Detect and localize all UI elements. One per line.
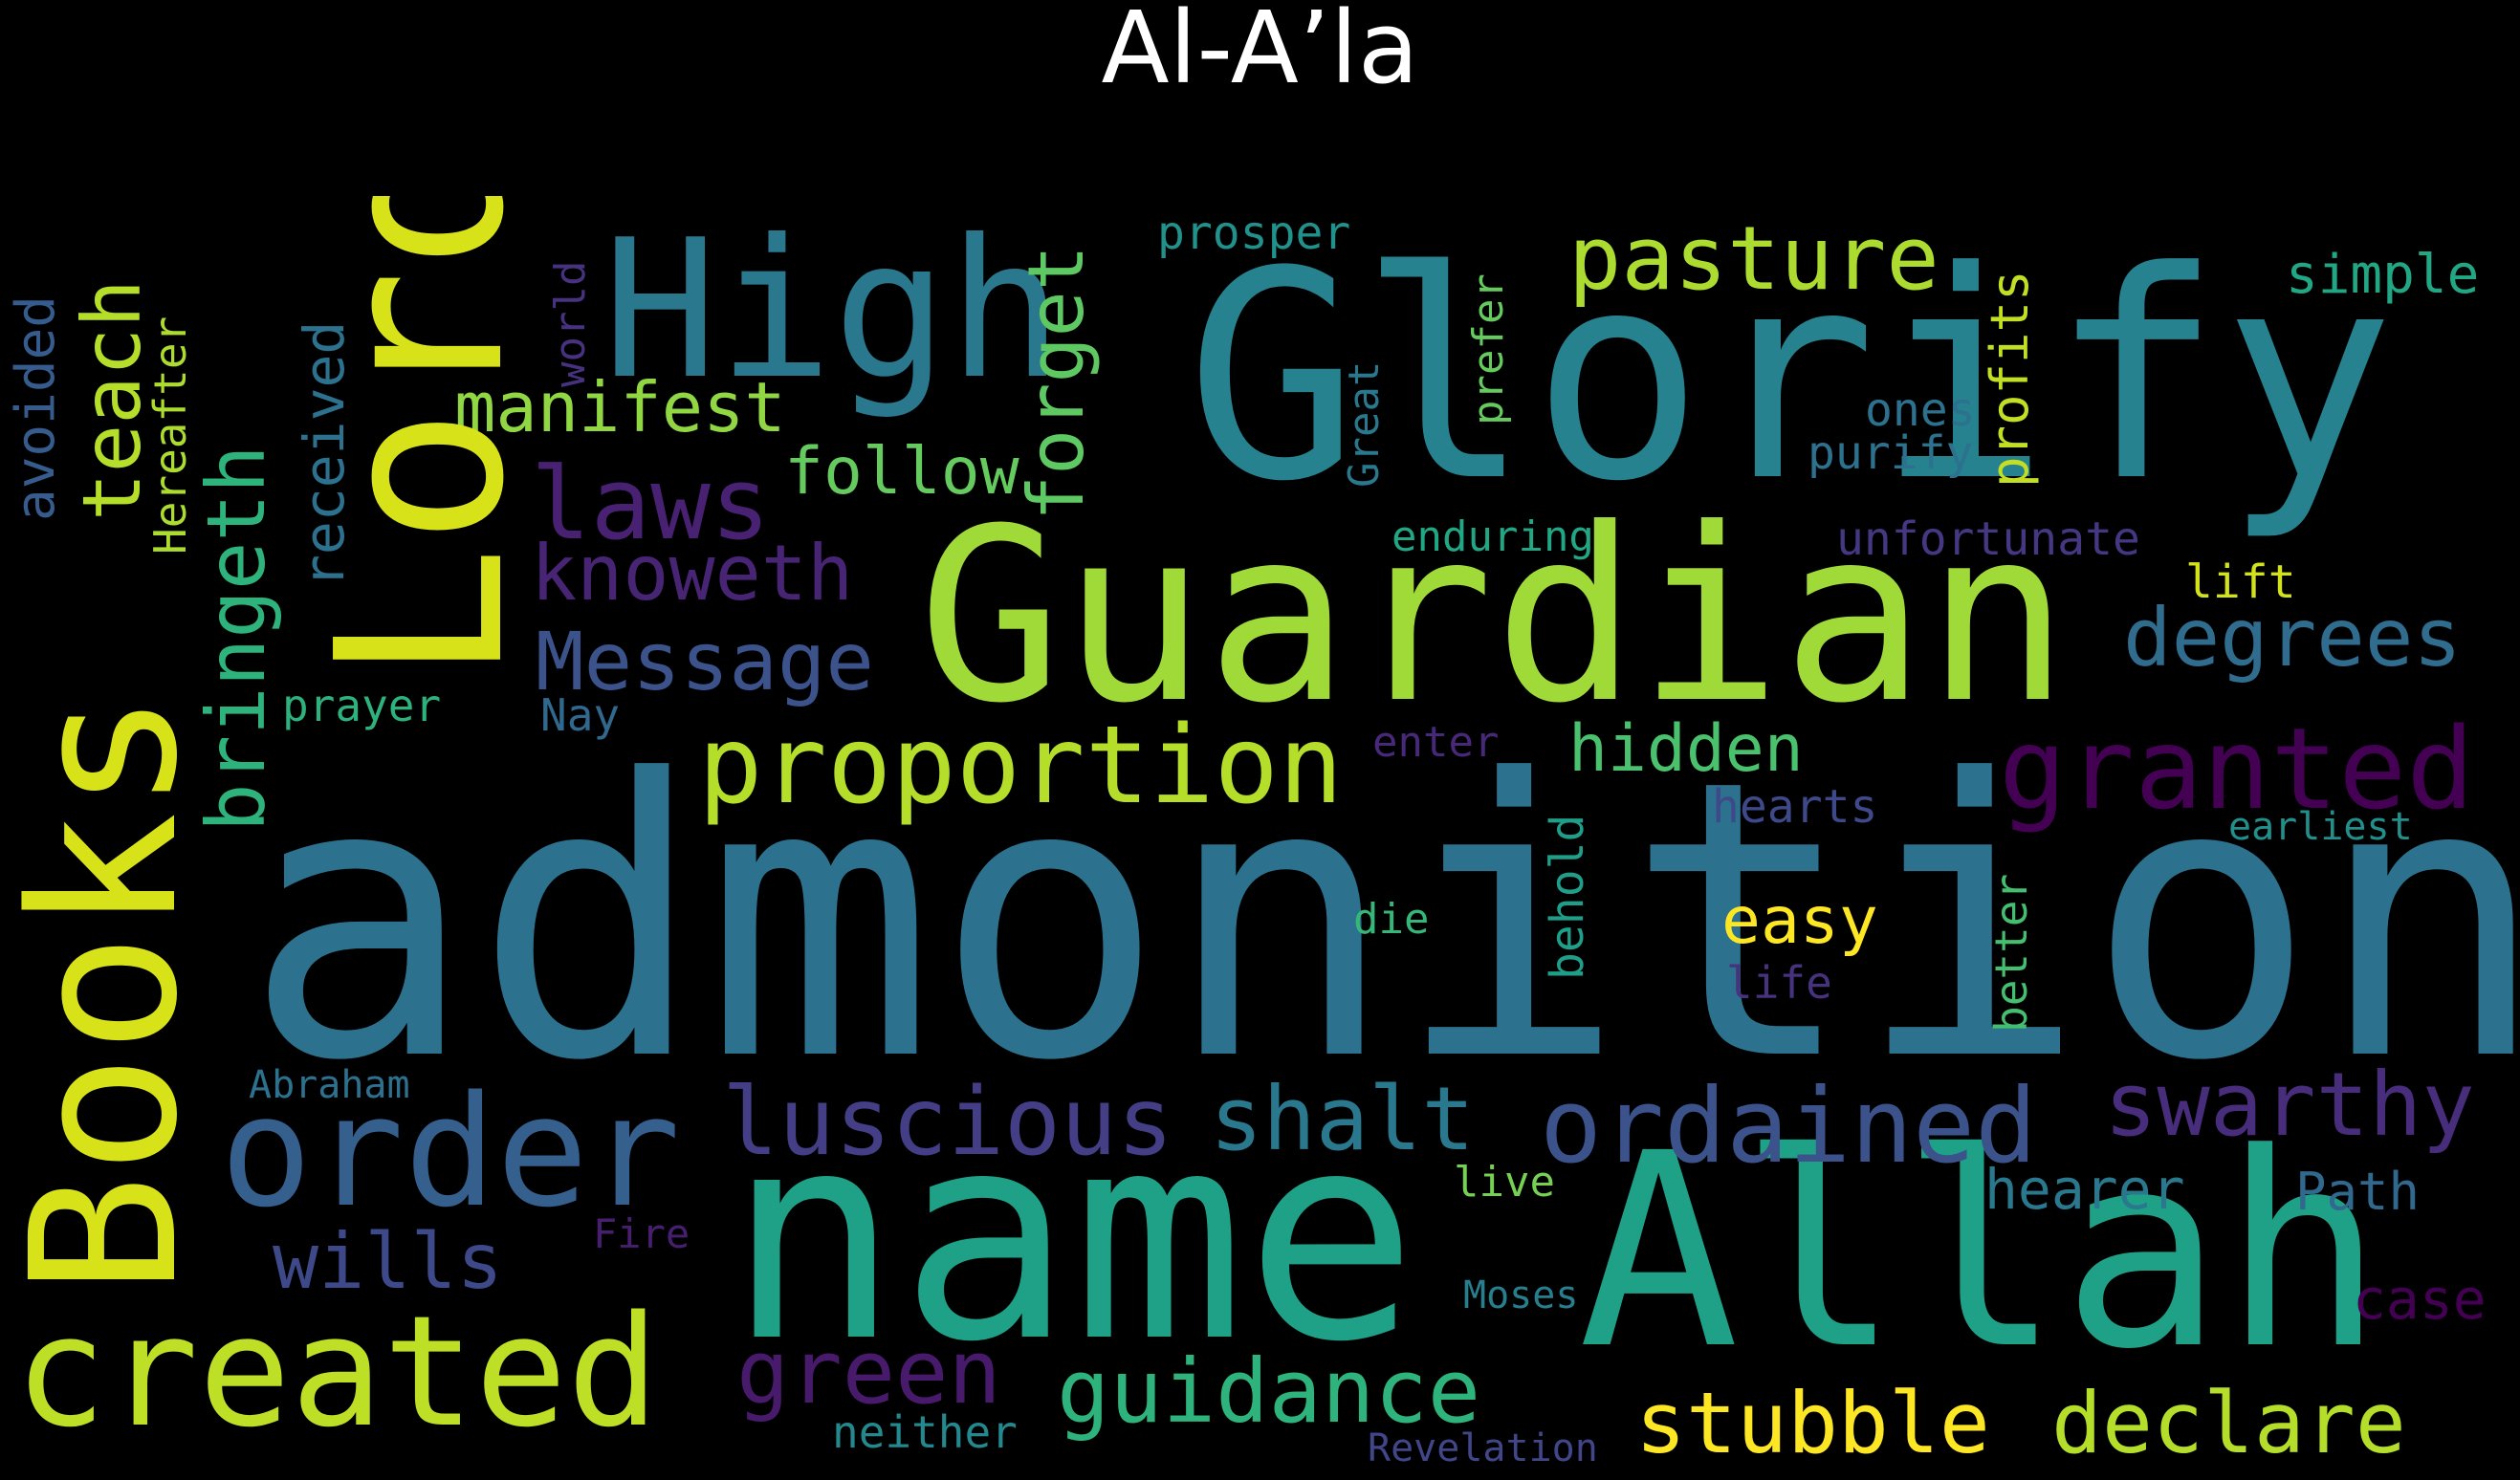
word-case: case xyxy=(2353,1267,2487,1332)
word-lift: lift xyxy=(2185,555,2296,609)
word-guardian: Guardian xyxy=(918,477,2071,755)
word-wills: wills xyxy=(273,1217,503,1306)
word-enter: enter xyxy=(1372,718,1500,767)
word-path: Path xyxy=(2295,1162,2421,1222)
word-pasture: pasture xyxy=(1568,207,1939,310)
word-simple: simple xyxy=(2286,244,2480,306)
page-title: Al-A’la xyxy=(1101,0,1419,106)
word-better: better xyxy=(1985,873,2037,1033)
word-prosper: prosper xyxy=(1157,207,1351,260)
word-message: Message xyxy=(536,615,875,708)
word-manifest: manifest xyxy=(454,367,786,447)
word-knoweth: knoweth xyxy=(531,529,854,618)
word-follow: follow xyxy=(784,434,1019,510)
word-hereafter: Hereafter xyxy=(144,316,196,555)
word-guidance: guidance xyxy=(1057,1340,1481,1443)
word-cloud: admonition Glorify Guardian name Allah H… xyxy=(0,196,2520,1480)
word-stubble: stubble xyxy=(1635,1374,1990,1472)
word-unfortunate: unfortunate xyxy=(1836,512,2140,566)
word-proportion: proportion xyxy=(698,704,1344,828)
word-forget: forget xyxy=(1012,245,1101,521)
word-live: live xyxy=(1454,1158,1555,1207)
word-behold: behold xyxy=(1541,814,1594,980)
word-life: life xyxy=(1726,957,1832,1009)
word-shalt: shalt xyxy=(1210,1068,1475,1170)
word-easy: easy xyxy=(1721,883,1878,959)
word-laws: laws xyxy=(531,446,771,562)
word-degrees: degrees xyxy=(2123,591,2463,685)
word-purify: purify xyxy=(1808,426,1974,480)
word-hearer: hearer xyxy=(1984,1157,2185,1222)
word-enduring: enduring xyxy=(1391,512,1594,561)
word-die: die xyxy=(1353,895,1430,944)
word-prefer: prefer xyxy=(1464,273,1513,425)
word-name: name xyxy=(727,1071,1418,1404)
word-received: received xyxy=(292,320,357,588)
word-granted: granted xyxy=(1999,703,2475,835)
word-bringeth: bringeth xyxy=(189,445,283,832)
word-abraham: Abraham xyxy=(249,1063,410,1107)
word-world: world xyxy=(546,260,595,387)
word-declare: declare xyxy=(2051,1374,2406,1472)
word-hearts: hearts xyxy=(1712,780,1878,834)
word-luscious: luscious xyxy=(722,1068,1174,1177)
word-green: green xyxy=(736,1321,1001,1424)
word-revelation: Revelation xyxy=(1368,1426,1598,1470)
word-glorify: Glorify xyxy=(1186,210,2396,544)
word-earliest: earliest xyxy=(2228,805,2413,849)
word-profits: profits xyxy=(1980,270,2040,488)
word-fire: Fire xyxy=(593,1210,690,1257)
word-allah: Allah xyxy=(1578,1097,2384,1408)
word-teach: teach xyxy=(65,279,159,521)
word-admonition: admonition xyxy=(244,700,2520,1144)
word-hidden: hidden xyxy=(1568,711,1804,787)
word-avoided: avoided xyxy=(5,294,67,521)
word-created: created xyxy=(14,1282,660,1461)
word-great: Great xyxy=(1340,360,1389,488)
word-books: Books xyxy=(0,690,222,1295)
word-swarthy: swarthy xyxy=(2104,1054,2475,1156)
word-neither: neither xyxy=(832,1406,1018,1458)
word-ordained: ordained xyxy=(1540,1067,2038,1186)
word-moses: Moses xyxy=(1463,1273,1579,1317)
word-ones: ones xyxy=(1865,383,1976,437)
word-order: order xyxy=(220,1062,681,1241)
word-prayer: prayer xyxy=(282,680,442,731)
word-high: High xyxy=(603,199,1063,422)
word-nay: Nay xyxy=(540,689,621,741)
